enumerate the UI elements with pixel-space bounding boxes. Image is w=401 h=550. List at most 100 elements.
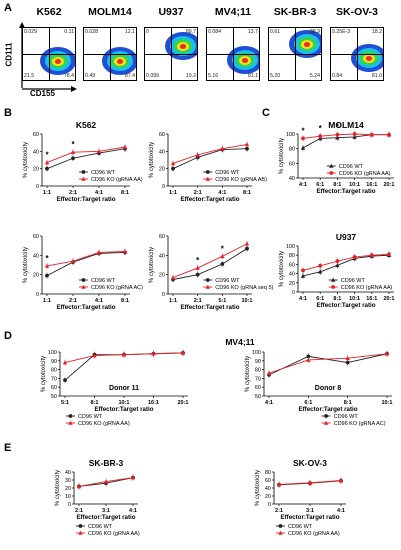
y-tick-label: 40 bbox=[289, 272, 295, 278]
legend-label: CD96 KO (gRNA AC) bbox=[334, 421, 386, 427]
data-point bbox=[345, 360, 350, 365]
data-point bbox=[44, 263, 50, 268]
x-tick-label: 20:1 bbox=[383, 296, 394, 302]
data-point bbox=[70, 150, 76, 154]
y-tick-label: 0 bbox=[162, 184, 165, 190]
data-point bbox=[335, 263, 340, 268]
x-axis-label: Effector:Target ratio bbox=[316, 302, 375, 309]
y-tick-label: 60 bbox=[159, 234, 165, 240]
x-tick-label: 8:1 bbox=[243, 190, 251, 196]
x-axis-label: Effector:Target ratio bbox=[94, 406, 153, 413]
flow-density bbox=[365, 55, 373, 61]
data-point bbox=[171, 166, 175, 171]
x-tick-label: 16:1 bbox=[366, 182, 377, 188]
data-point bbox=[103, 479, 109, 484]
quadrant-percent: 87.4 bbox=[124, 73, 135, 79]
chart-title: Donor 11 bbox=[109, 385, 139, 392]
x-tick-label: 4:1 bbox=[218, 190, 226, 196]
significance-star: * bbox=[45, 254, 49, 263]
data-point bbox=[81, 170, 86, 174]
data-point bbox=[300, 145, 306, 150]
quadrant-hline bbox=[331, 54, 383, 55]
x-axis-label: Effector:Target ratio bbox=[56, 196, 115, 203]
quadrant-percent: 13.7 bbox=[247, 29, 258, 35]
significance-star: * bbox=[196, 256, 200, 265]
quadrant-percent: 81.1 bbox=[247, 73, 258, 79]
panel-label-a: A bbox=[4, 2, 12, 14]
quadrant-percent: 5.24 bbox=[309, 73, 320, 79]
data-point bbox=[92, 353, 97, 358]
data-point bbox=[68, 414, 73, 418]
y-tick-label: 40 bbox=[33, 149, 39, 155]
data-point bbox=[387, 132, 391, 137]
data-point bbox=[122, 249, 128, 254]
y-tick-label: 60 bbox=[33, 132, 39, 138]
x-tick-label: 8:1 bbox=[333, 182, 341, 188]
y-axis-label: % cytotoxicity bbox=[23, 247, 29, 283]
data-point bbox=[195, 272, 200, 277]
panel-label-c: C bbox=[262, 107, 270, 119]
x-tick-label: 10:1 bbox=[349, 296, 360, 302]
data-point bbox=[276, 482, 282, 487]
x-axis-label: Effector:Target ratio bbox=[180, 304, 239, 311]
series-line bbox=[172, 248, 248, 280]
y-tick-label: 0 bbox=[68, 502, 71, 508]
x-axis-label: Effector:Target ratio bbox=[280, 514, 339, 521]
y-tick-label: 100 bbox=[286, 244, 295, 250]
series-line bbox=[302, 254, 390, 277]
data-point bbox=[96, 250, 102, 255]
data-point bbox=[195, 265, 200, 270]
x-tick-label: 10:1 bbox=[241, 298, 252, 304]
data-point bbox=[205, 170, 210, 174]
x-axis-label: Effector:Target ratio bbox=[298, 406, 357, 413]
significance-star: * bbox=[45, 151, 49, 160]
data-point bbox=[122, 144, 128, 149]
quadrant-percent: 0.61 bbox=[270, 29, 281, 35]
chart-b1: K562 0 20 40 60 1:1 2:1 4:1 8:1 Effector:Target r… bbox=[23, 120, 143, 203]
chart-title: SK-OV-3 bbox=[293, 458, 327, 468]
y-tick-label: 80 bbox=[255, 368, 261, 374]
data-point bbox=[387, 252, 391, 257]
y-tick-label: 100 bbox=[48, 350, 57, 356]
x-tick-label: 1:1 bbox=[43, 190, 51, 196]
legend-label: CD96 KO (gRNA AA) bbox=[288, 531, 340, 537]
x-tick-label: 4:1 bbox=[129, 508, 137, 514]
y-tick-label: 40 bbox=[159, 149, 165, 155]
y-tick-label: 60 bbox=[289, 161, 295, 167]
y-tick-label: 100 bbox=[252, 350, 261, 356]
y-tick-label: 60 bbox=[289, 262, 295, 268]
data-point bbox=[70, 258, 76, 263]
data-point bbox=[318, 263, 323, 268]
flow-plot: 0.028 12.1 0.49 87.4 bbox=[83, 27, 137, 81]
flow-plot: 9.25E-3 18.2 0.84 81.0 bbox=[330, 27, 384, 81]
chart-e2: SK-OV-3 0 20 40 60 80 2:1 3:1 4:1Effector:Target… bbox=[255, 458, 346, 537]
flow-title: MV4;11 bbox=[214, 6, 252, 18]
flow-density bbox=[241, 57, 249, 63]
quadrant-percent: 0.49 bbox=[85, 73, 96, 79]
y-tick-label: 70 bbox=[255, 376, 261, 382]
series-line bbox=[46, 251, 126, 267]
quadrant-hline bbox=[84, 54, 136, 55]
data-point bbox=[76, 484, 82, 489]
data-point bbox=[68, 420, 73, 425]
y-tick-label: 40 bbox=[33, 253, 39, 259]
x-tick-label: 6:1 bbox=[316, 182, 324, 188]
x-tick-label: 4:1 bbox=[95, 190, 103, 196]
y-axis-label: % cytotoxicity bbox=[23, 142, 29, 178]
x-axis-label: Effector:Target ratio bbox=[56, 304, 115, 311]
legend-label: CD96 KO (gRNA AA) bbox=[91, 177, 143, 183]
data-point bbox=[81, 278, 86, 282]
flow-title: K562 bbox=[36, 6, 62, 18]
data-point bbox=[323, 420, 329, 425]
y-tick-label: 10 bbox=[65, 494, 71, 500]
legend-label: CD96 WT bbox=[78, 414, 103, 420]
y-tick-label: 60 bbox=[159, 132, 165, 138]
legend-label: CD96 WT bbox=[341, 278, 366, 284]
x-tick-label: 3:1 bbox=[102, 508, 110, 514]
series-line bbox=[46, 146, 126, 164]
y-tick-label: 40 bbox=[159, 253, 165, 259]
y-tick-label: 0 bbox=[36, 292, 39, 298]
quadrant-percent: 0 bbox=[146, 29, 149, 35]
data-point bbox=[44, 160, 50, 165]
quadrant-percent: 0.028 bbox=[85, 29, 98, 35]
